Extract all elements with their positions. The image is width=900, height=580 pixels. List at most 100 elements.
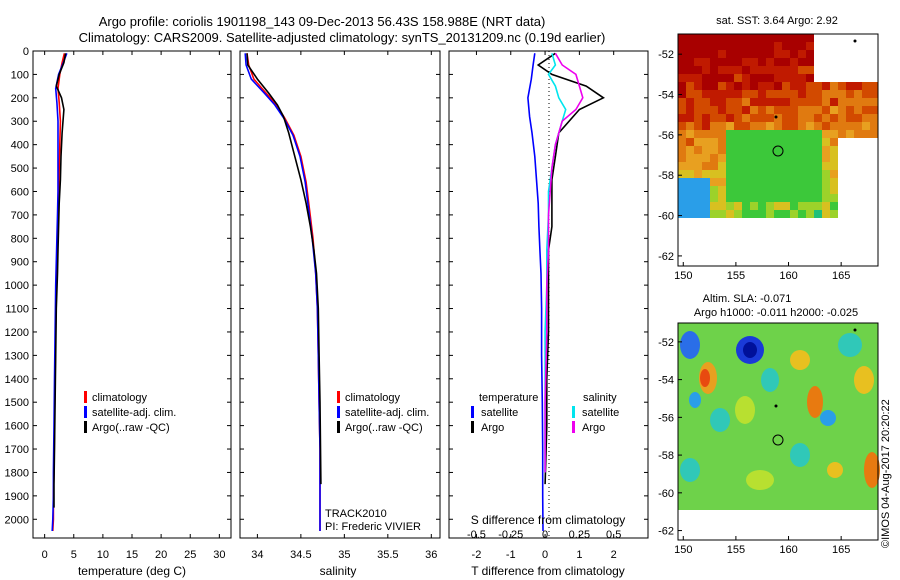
sst-cell: [790, 258, 798, 266]
sst-cell: [822, 98, 830, 106]
sst-cell: [862, 194, 870, 202]
sst-cell: [790, 66, 798, 74]
sst-cell: [798, 82, 806, 90]
sst-cell: [822, 242, 830, 250]
sst-cell: [870, 146, 878, 154]
sst-cell: [718, 42, 726, 50]
sst-cell: [814, 146, 822, 154]
sst-cell: [710, 82, 718, 90]
sst-cell: [822, 178, 830, 186]
sst-cell: [678, 154, 686, 162]
series-line-argo-raw-qc-: [53, 53, 67, 508]
sst-cell: [870, 34, 878, 42]
sst-cell: [678, 194, 686, 202]
sst-cell: [846, 34, 854, 42]
temperature-series: [51, 53, 68, 532]
sst-cell: [702, 210, 710, 218]
sst-cell: [854, 154, 862, 162]
sla-map-subtitle: Argo h1000: -0.011 h2000: -0.025: [694, 307, 858, 319]
sst-cell: [718, 130, 726, 138]
sst-cell: [766, 202, 774, 210]
sst-cell: [814, 170, 822, 178]
sst-cell: [814, 194, 822, 202]
sst-cell: [734, 42, 742, 50]
sst-cell: [854, 250, 862, 258]
sst-cell: [678, 162, 686, 170]
sst-cell: [798, 42, 806, 50]
sst-cell: [870, 202, 878, 210]
sst-cell: [846, 42, 854, 50]
sst-cell: [694, 74, 702, 82]
sst-cell: [702, 146, 710, 154]
depth-tick-label: 600: [11, 186, 29, 198]
sst-cell: [870, 218, 878, 226]
sst-cell: [734, 210, 742, 218]
sst-cell: [854, 258, 862, 266]
sst-cell: [830, 226, 838, 234]
sst-cell: [710, 122, 718, 130]
sst-cell: [822, 114, 830, 122]
legend-swatch-argo: [84, 421, 87, 433]
sst-cell: [734, 234, 742, 242]
sst-cell: [854, 122, 862, 130]
sst-cell: [862, 106, 870, 114]
sst-cell: [710, 258, 718, 266]
sst-cell: [750, 114, 758, 122]
sst-cell: [806, 234, 814, 242]
sst-cell: [710, 90, 718, 98]
sst-cell: [694, 50, 702, 58]
sst-cell: [734, 258, 742, 266]
series-line-t-satellite: [527, 53, 544, 532]
sst-cell: [870, 74, 878, 82]
sst-cell: [750, 34, 758, 42]
sla-blob: [680, 331, 700, 359]
sst-cell: [734, 202, 742, 210]
sst-cell: [758, 74, 766, 82]
sst-cell: [830, 42, 838, 50]
sst-cell: [862, 74, 870, 82]
sst-cell: [782, 186, 790, 194]
sst-cell: [686, 66, 694, 74]
sst-cell: [718, 170, 726, 178]
sst-cell: [830, 122, 838, 130]
sst-cell: [822, 226, 830, 234]
sst-cell: [750, 186, 758, 194]
sst-cell: [870, 170, 878, 178]
sst-cell: [854, 146, 862, 154]
sst-cell: [774, 154, 782, 162]
sst-cell: [758, 162, 766, 170]
x-tick-label: 15: [126, 549, 138, 561]
sst-cell: [702, 114, 710, 122]
sst-cell: [734, 186, 742, 194]
sst-cell: [798, 114, 806, 122]
sst-cell: [822, 210, 830, 218]
depth-tick-label: 900: [11, 257, 29, 269]
sst-cell: [686, 226, 694, 234]
sst-cell: [790, 82, 798, 90]
s-diff-tick-label: -0.25: [498, 529, 523, 541]
sst-cell: [758, 106, 766, 114]
sst-cell: [726, 162, 734, 170]
sst-cell: [790, 250, 798, 258]
sst-cell: [710, 186, 718, 194]
sst-cell: [758, 58, 766, 66]
sst-cell: [798, 194, 806, 202]
sla-blob: [700, 369, 710, 387]
sst-cell: [830, 114, 838, 122]
sst-cell: [742, 90, 750, 98]
series-line-s-argo: [544, 52, 584, 473]
sst-cell: [854, 178, 862, 186]
sst-cell: [718, 106, 726, 114]
legend-label-t-argo: Argo: [481, 422, 504, 434]
depth-tick-label: 1600: [5, 421, 29, 433]
sst-cell: [750, 130, 758, 138]
difference-legend: temperature satellite Argo salinity sate…: [471, 392, 619, 434]
sst-cell: [830, 178, 838, 186]
sst-cell: [862, 218, 870, 226]
sst-cell: [686, 210, 694, 218]
sst-cell: [758, 242, 766, 250]
sst-cell: [854, 162, 862, 170]
sst-cell: [806, 50, 814, 58]
sst-cell: [846, 218, 854, 226]
difference-series: [527, 52, 605, 532]
